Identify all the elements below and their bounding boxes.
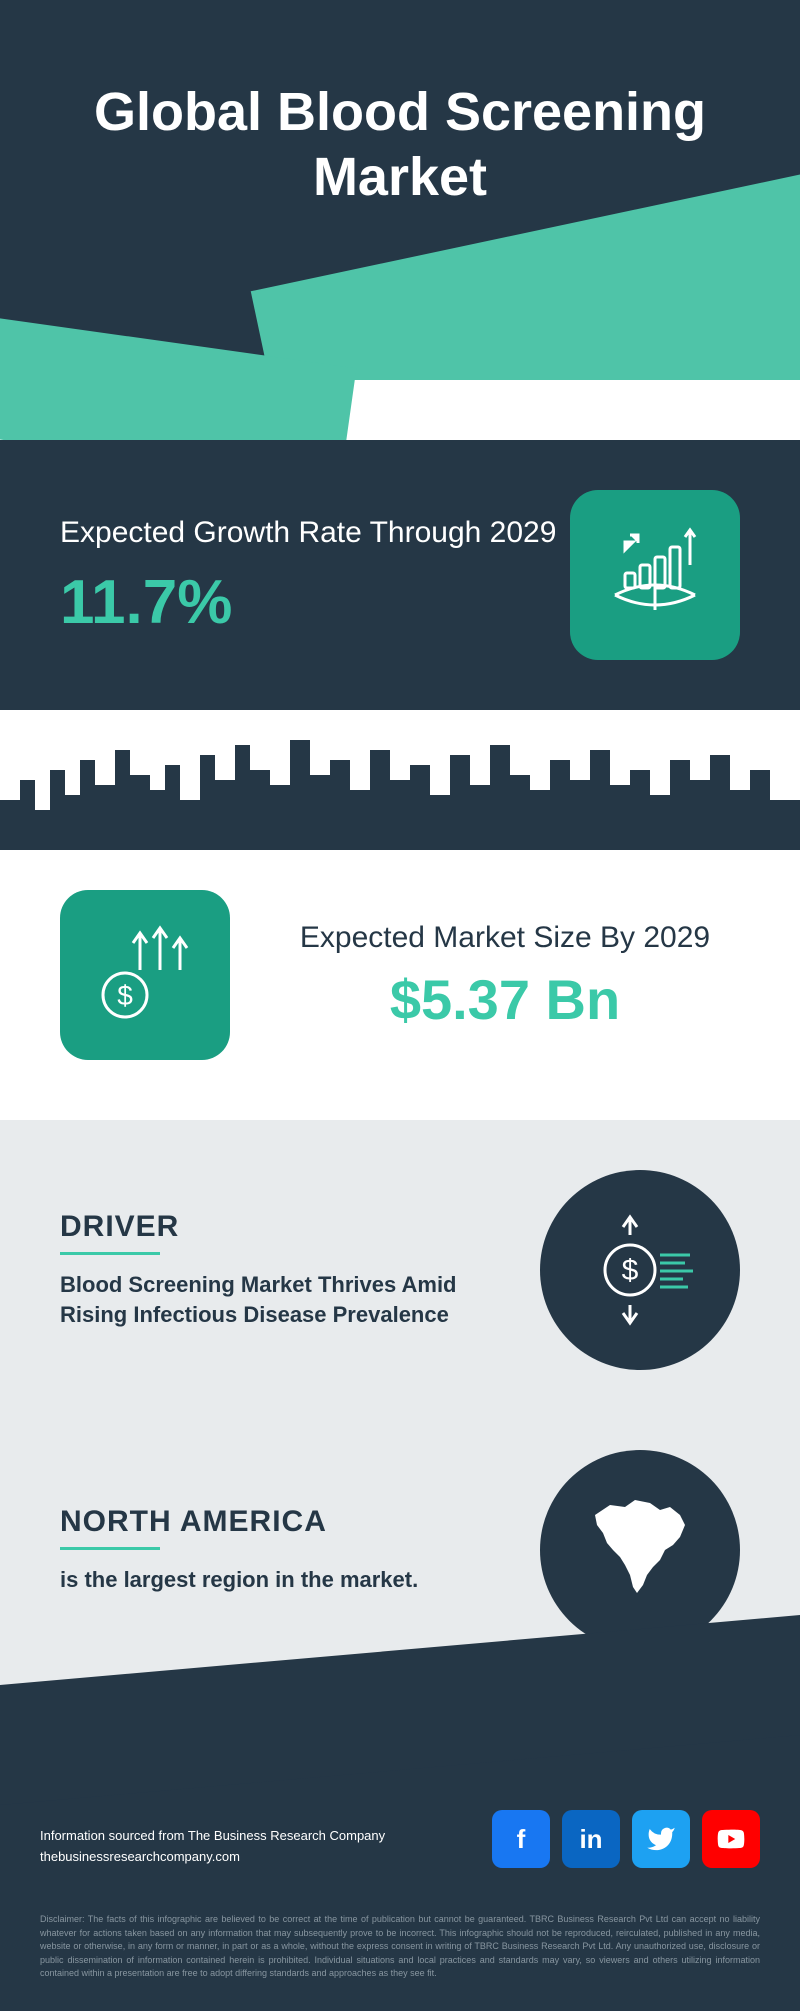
footer-source: Information sourced from The Business Re… xyxy=(40,1826,385,1847)
driver-underline xyxy=(60,1252,160,1255)
social-links: f in xyxy=(492,1810,760,1868)
twitter-icon[interactable] xyxy=(632,1810,690,1868)
driver-title: DRIVER xyxy=(60,1210,510,1244)
market-size-value: $5.37 Bn xyxy=(270,967,740,1032)
region-underline xyxy=(60,1547,160,1550)
driver-description: Blood Screening Market Thrives Amid Risi… xyxy=(60,1270,510,1329)
footer: Information sourced from The Business Re… xyxy=(0,1710,800,1898)
dollar-cycle-icon: $ xyxy=(540,1170,740,1370)
dollar-growth-icon: $ xyxy=(60,890,230,1060)
footer-url: thebusinessresearchcompany.com xyxy=(40,1847,385,1868)
linkedin-icon[interactable]: in xyxy=(562,1810,620,1868)
divider-gap xyxy=(0,380,800,440)
disclaimer-text: Disclaimer: The facts of this infographi… xyxy=(0,1898,800,2011)
driver-section: DRIVER Blood Screening Market Thrives Am… xyxy=(0,1120,800,1420)
svg-text:$: $ xyxy=(622,1254,639,1287)
region-title: NORTH AMERICA xyxy=(60,1505,510,1539)
youtube-icon[interactable] xyxy=(702,1810,760,1868)
region-description: is the largest region in the market. xyxy=(60,1565,510,1595)
north-america-map-icon xyxy=(540,1450,740,1650)
skyline-divider xyxy=(0,710,800,850)
growth-chart-icon xyxy=(570,490,740,660)
facebook-icon[interactable]: f xyxy=(492,1810,550,1868)
market-size-label: Expected Market Size By 2029 xyxy=(270,918,740,957)
svg-text:$: $ xyxy=(117,980,133,1011)
market-size-section: $ Expected Market Size By 2029 $5.37 Bn xyxy=(0,850,800,1120)
page-title: Global Blood Screening Market xyxy=(0,0,800,290)
header-banner: Global Blood Screening Market xyxy=(0,0,800,380)
growth-rate-section: Expected Growth Rate Through 2029 11.7% xyxy=(0,440,800,710)
growth-value: 11.7% xyxy=(60,567,556,638)
growth-label: Expected Growth Rate Through 2029 xyxy=(60,513,556,552)
